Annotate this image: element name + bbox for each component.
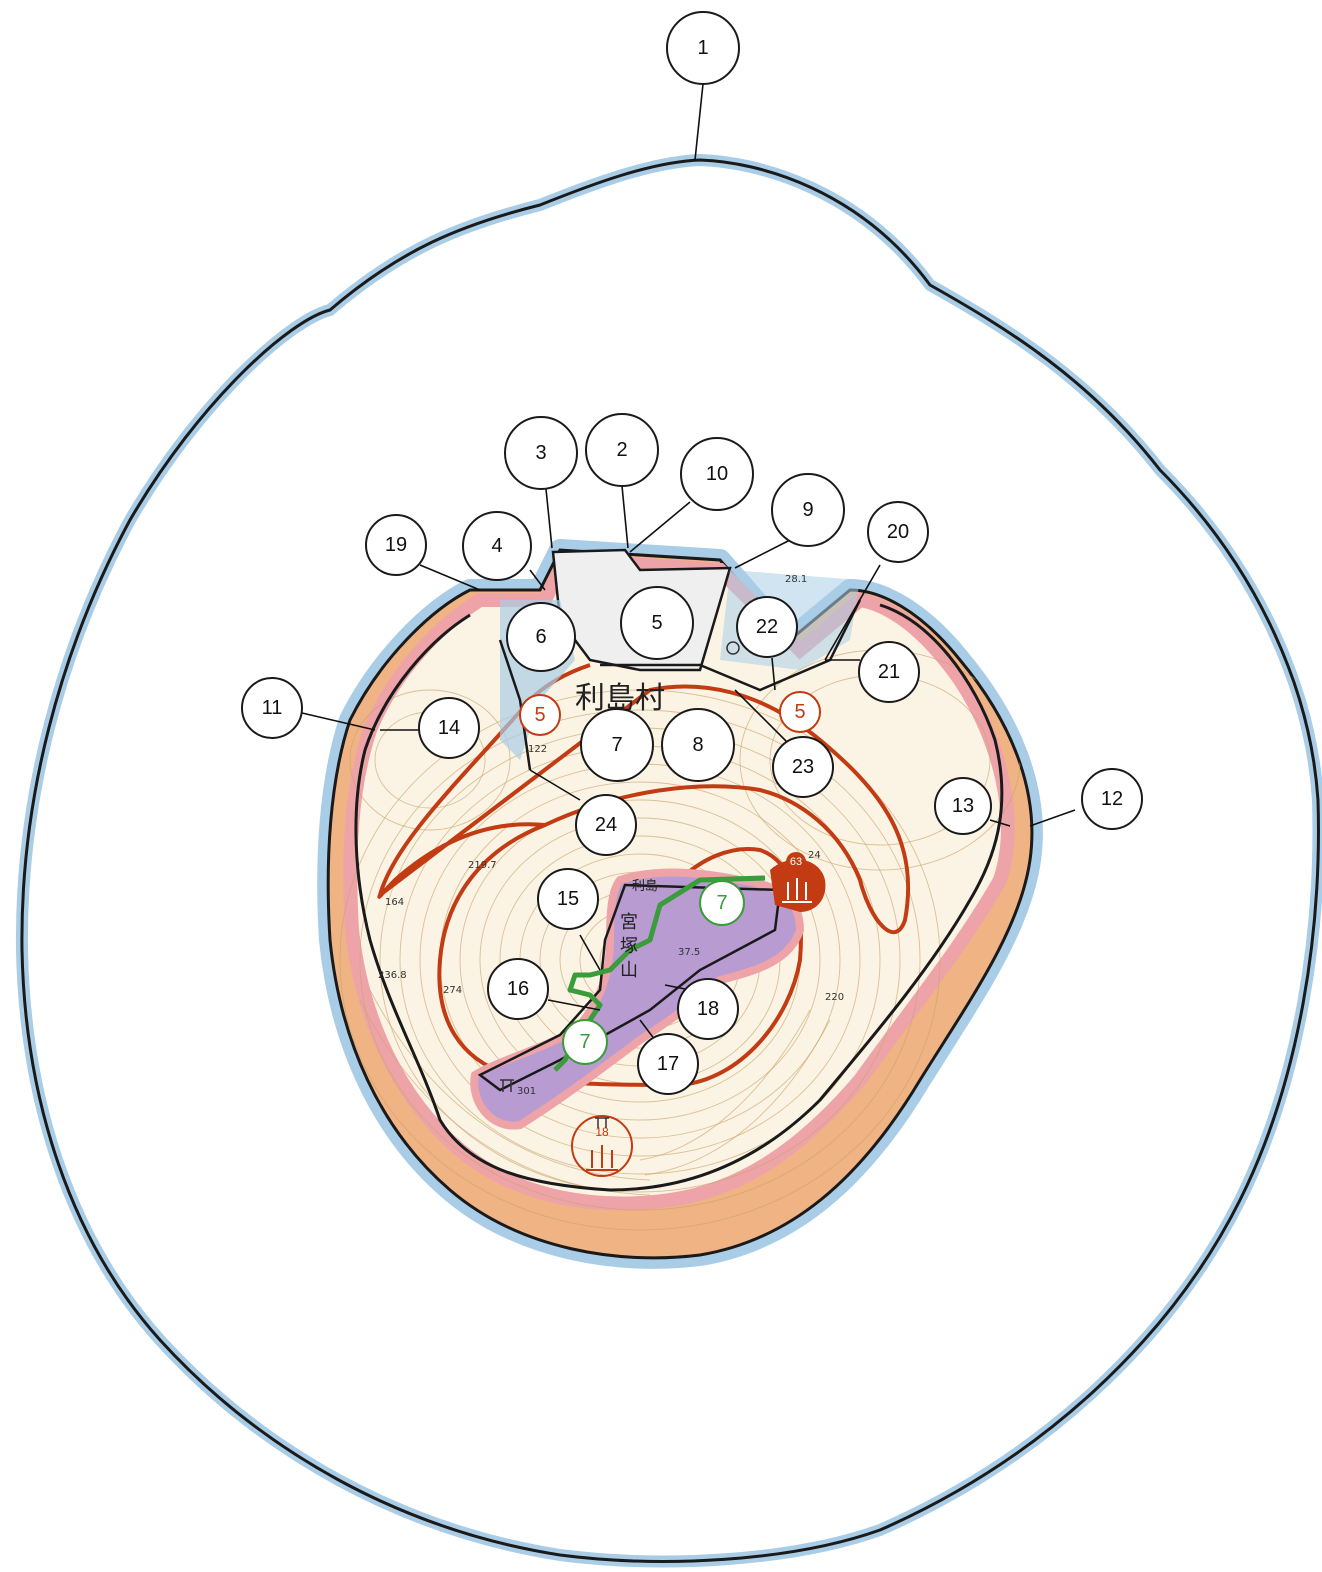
svg-text:22: 22	[756, 616, 778, 638]
svg-text:5: 5	[651, 612, 662, 634]
svg-text:6: 6	[535, 626, 546, 648]
zone-label-18: 18	[678, 979, 738, 1039]
svg-text:5: 5	[794, 701, 805, 723]
svg-text:4: 4	[491, 535, 502, 557]
zone-label-4: 4	[463, 512, 531, 580]
svg-text:17: 17	[657, 1053, 679, 1075]
svg-text:63: 63	[790, 856, 802, 868]
zone-label-2: 2	[586, 414, 658, 486]
elevation-label: 122	[528, 744, 547, 755]
svg-text:3: 3	[535, 442, 546, 464]
svg-text:7: 7	[716, 892, 727, 914]
svg-text:5: 5	[534, 704, 545, 726]
zone-label-14: 14	[419, 698, 479, 758]
elevation-label: 220	[825, 992, 844, 1003]
svg-text:24: 24	[595, 814, 617, 836]
zone-label-10: 10	[681, 438, 753, 510]
mountain-name-3: 山	[620, 960, 638, 981]
zone-label-20: 20	[868, 502, 928, 562]
mountain-name-2: 塚	[620, 936, 638, 957]
zone-label-24: 24	[576, 795, 636, 855]
svg-text:13: 13	[952, 795, 974, 817]
svg-text:16: 16	[507, 978, 529, 1000]
zone-label-19: 19	[366, 515, 426, 575]
svg-text:14: 14	[438, 717, 460, 739]
zone-label-15: 15	[538, 869, 598, 929]
elevation-label: 236.8	[378, 970, 407, 981]
zone-label-23: 23	[773, 737, 833, 797]
green-marker-7a: 7	[700, 881, 744, 925]
svg-text:8: 8	[692, 734, 703, 756]
zone-label-11: 11	[242, 678, 302, 738]
zone-label-9: 9	[772, 474, 844, 546]
zone-label-6: 6	[507, 603, 575, 671]
svg-text:18: 18	[697, 998, 719, 1020]
orange-marker-5b: 5	[780, 692, 820, 732]
island-small-label: 利島	[632, 879, 658, 894]
zone-label-22: 22	[737, 597, 797, 657]
elevation-label: 301	[517, 1086, 536, 1097]
zone-label-12: 12	[1082, 769, 1142, 829]
svg-text:20: 20	[887, 521, 909, 543]
zone-label-1: 1	[667, 12, 739, 84]
elevation-label: 274	[443, 985, 462, 996]
svg-text:2: 2	[616, 439, 627, 461]
zone-label-7: 7	[581, 709, 653, 781]
zone-label-21: 21	[859, 642, 919, 702]
svg-text:19: 19	[385, 534, 407, 556]
elevation-label: 219.7	[468, 860, 497, 871]
svg-text:10: 10	[706, 463, 728, 485]
elevation-label: 164	[385, 897, 404, 908]
zone-label-5: 5	[621, 587, 693, 659]
elevation-label: 24	[808, 850, 821, 861]
svg-text:1: 1	[697, 37, 708, 59]
green-marker-7b: 7	[563, 1020, 607, 1064]
elevation-label: 28.1	[785, 574, 807, 585]
zone-label-17: 17	[638, 1034, 698, 1094]
svg-text:9: 9	[802, 499, 813, 521]
mountain-name-1: 宮	[620, 912, 638, 933]
svg-text:7: 7	[611, 734, 622, 756]
svg-text:11: 11	[262, 697, 283, 719]
zone-label-13: 13	[935, 778, 991, 834]
svg-text:7: 7	[579, 1031, 590, 1053]
zone-label-8: 8	[662, 709, 734, 781]
zone-label-16: 16	[488, 959, 548, 1019]
svg-text:12: 12	[1101, 788, 1123, 810]
orange-marker-5a: 5	[520, 695, 560, 735]
svg-text:23: 23	[792, 756, 814, 778]
svg-text:15: 15	[557, 888, 579, 910]
svg-text:21: 21	[878, 661, 900, 683]
zone-label-3: 3	[505, 417, 577, 489]
elevation-label: 37.5	[678, 947, 700, 958]
